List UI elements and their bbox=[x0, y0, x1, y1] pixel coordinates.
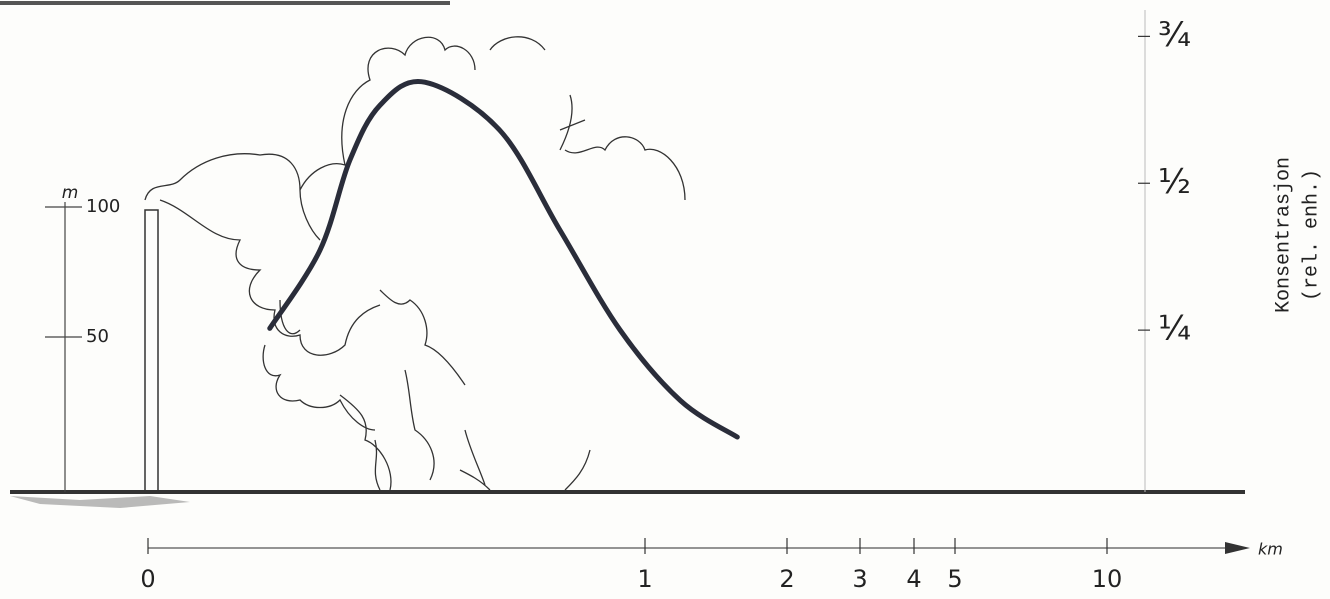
x-tick-label: 4 bbox=[906, 565, 921, 593]
chimney bbox=[144, 209, 159, 493]
y-axis-label: (rel. enh.) bbox=[1300, 169, 1323, 301]
y-tick-label: ½ bbox=[1158, 162, 1191, 202]
height-axis-label: m bbox=[62, 183, 79, 203]
x-axis-label: km bbox=[1258, 540, 1283, 559]
x-tick-label: 2 bbox=[779, 565, 794, 593]
x-tick-label: 1 bbox=[637, 565, 652, 593]
x-tick-label: 10 bbox=[1092, 565, 1123, 593]
concentration-curve bbox=[267, 78, 740, 440]
x-tick-label: 0 bbox=[140, 565, 155, 593]
x-axis-arrow bbox=[1225, 542, 1250, 554]
y-tick-label: ¼ bbox=[1158, 309, 1191, 349]
smoke-plume bbox=[144, 36, 686, 491]
x-tick-label: 5 bbox=[947, 565, 962, 593]
x-tick-label: 3 bbox=[852, 565, 867, 593]
y-tick-label: ¾ bbox=[1158, 15, 1191, 55]
height-tick-label: 100 bbox=[86, 196, 120, 217]
height-tick-label: 50 bbox=[86, 326, 109, 347]
y-axis-label: Konsentrasjon bbox=[1272, 157, 1295, 313]
ground-smudge bbox=[10, 496, 190, 508]
